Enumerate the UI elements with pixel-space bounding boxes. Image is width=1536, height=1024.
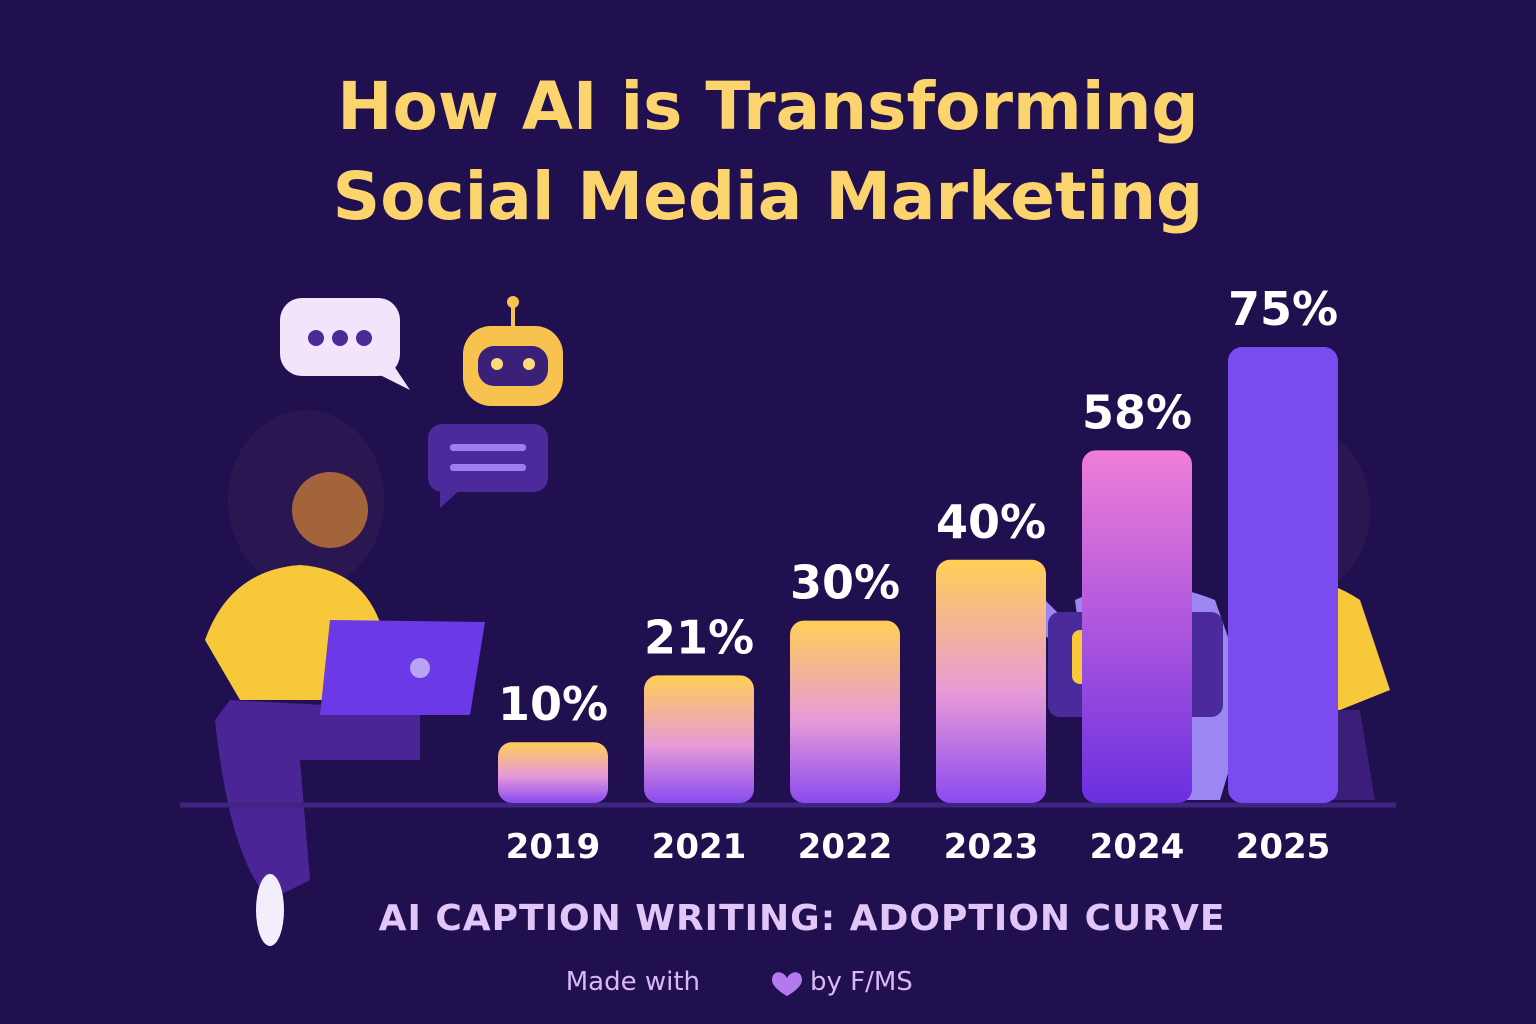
value-label: 10% bbox=[498, 677, 608, 731]
x-tick-label: 2024 bbox=[1090, 827, 1185, 867]
value-label: 40% bbox=[936, 495, 1046, 549]
bar bbox=[644, 675, 754, 803]
x-tick-label: 2025 bbox=[1236, 827, 1331, 867]
footer-prefix: Made with bbox=[566, 967, 700, 997]
subtitle: AI CAPTION WRITING: ADOPTION CURVE bbox=[379, 898, 1226, 939]
value-label: 21% bbox=[644, 610, 754, 664]
heart-icon bbox=[772, 972, 802, 996]
x-tick-label: 2021 bbox=[652, 827, 747, 867]
value-label: 75% bbox=[1228, 282, 1338, 336]
bar bbox=[1228, 347, 1338, 803]
x-tick-label: 2023 bbox=[944, 827, 1039, 867]
x-tick-label: 2019 bbox=[506, 827, 601, 867]
value-label: 58% bbox=[1082, 385, 1192, 439]
bar bbox=[498, 742, 608, 803]
bar bbox=[936, 559, 1046, 803]
value-label: 30% bbox=[790, 556, 900, 610]
bar bbox=[1082, 450, 1192, 803]
x-tick-label: 2022 bbox=[798, 827, 893, 867]
chart-title: How AI is Transforming Social Media Mark… bbox=[332, 68, 1204, 235]
footer-suffix: by F/MS bbox=[810, 967, 913, 997]
bar bbox=[790, 620, 900, 803]
